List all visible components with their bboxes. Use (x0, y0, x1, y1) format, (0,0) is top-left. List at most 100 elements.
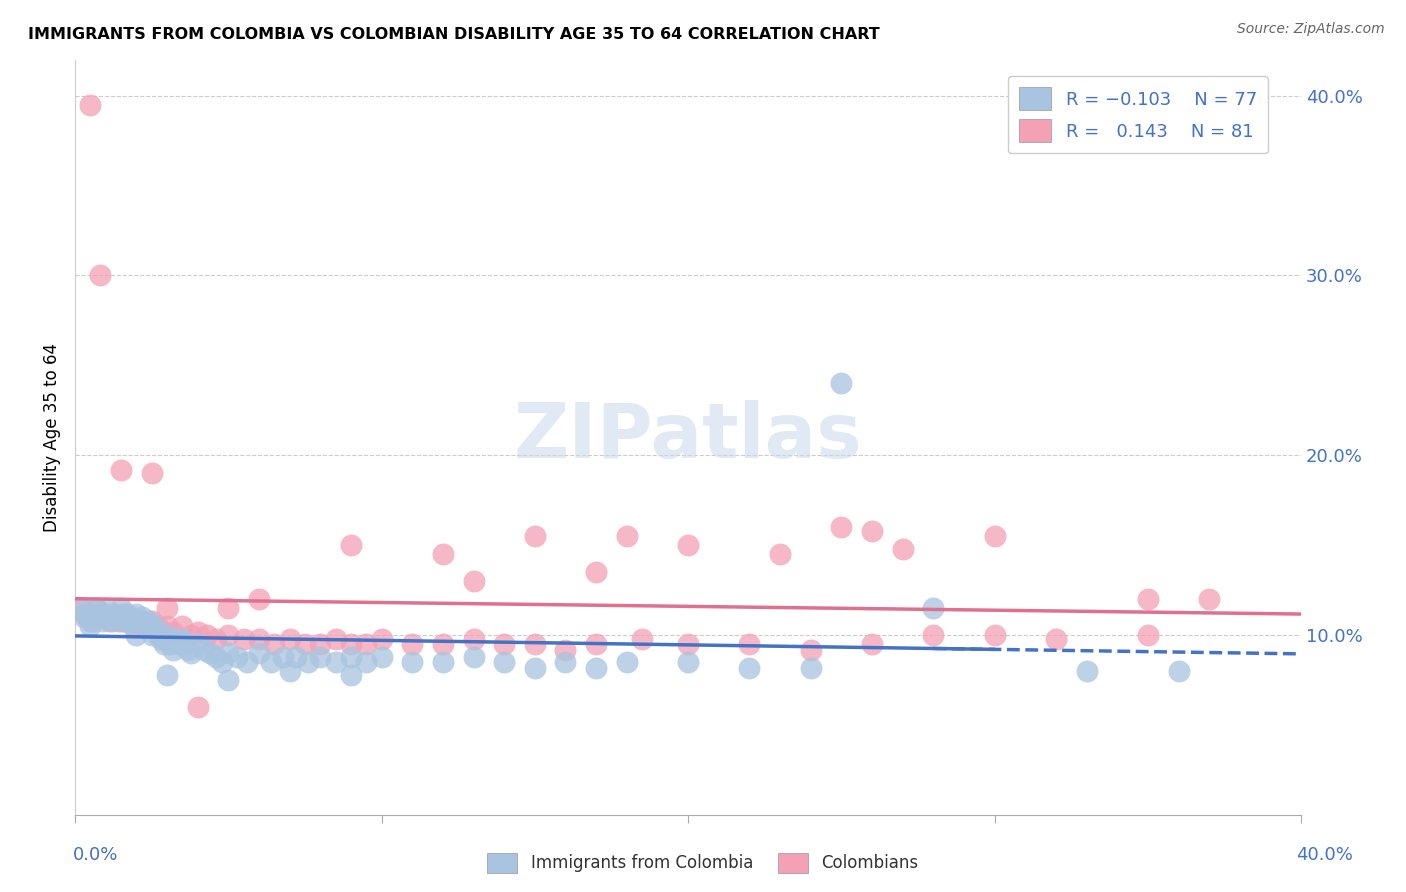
Point (860, 524, 883, 538)
Text: ZIPatlas: ZIPatlas (513, 401, 862, 475)
Point (401, 655, 423, 669)
Point (247, 592, 270, 607)
Point (110, 601, 132, 615)
Point (205, 632, 228, 646)
Point (340, 538, 363, 552)
Point (153, 637, 176, 651)
Point (101, 614, 124, 628)
Point (79, 619, 101, 633)
Point (676, 655, 699, 669)
Point (1198, 592, 1220, 607)
Text: 0.0%: 0.0% (73, 846, 118, 863)
Point (91, 614, 114, 628)
Point (198, 646, 221, 660)
Point (494, 637, 516, 651)
Point (616, 655, 638, 669)
Point (125, 607, 148, 621)
Point (523, 660, 546, 674)
Point (354, 637, 377, 651)
Point (76, 607, 98, 621)
Point (122, 614, 145, 628)
Point (79, 614, 101, 628)
Point (82, 614, 104, 628)
Point (340, 668, 363, 682)
Point (131, 614, 153, 628)
Point (217, 601, 239, 615)
Point (180, 646, 202, 660)
Point (156, 628, 179, 642)
Point (983, 628, 1005, 642)
Point (79, 607, 101, 621)
Point (860, 637, 883, 651)
Point (104, 607, 127, 621)
Point (217, 628, 239, 642)
Point (73, 610, 96, 624)
Point (273, 649, 295, 664)
Point (205, 649, 228, 664)
Point (134, 619, 156, 633)
Point (187, 637, 209, 651)
Point (1045, 632, 1067, 646)
Text: IMMIGRANTS FROM COLOMBIA VS COLOMBIAN DISABILITY AGE 35 TO 64 CORRELATION CHART: IMMIGRANTS FROM COLOMBIA VS COLOMBIAN DI… (28, 27, 880, 42)
Point (247, 646, 270, 660)
Point (89, 607, 111, 621)
Point (294, 637, 316, 651)
Point (278, 632, 301, 646)
Legend: Immigrants from Colombia, Colombians: Immigrants from Colombia, Colombians (481, 847, 925, 880)
Point (463, 632, 485, 646)
Point (226, 649, 249, 664)
Point (110, 463, 132, 477)
Point (101, 610, 124, 624)
Point (325, 632, 347, 646)
Point (585, 660, 607, 674)
Point (432, 655, 454, 669)
Point (217, 673, 239, 688)
Point (120, 614, 142, 628)
Point (70, 601, 93, 615)
Point (891, 541, 914, 556)
Point (738, 660, 761, 674)
Legend: R = −0.103    N = 77, R =   0.143    N = 81: R = −0.103 N = 77, R = 0.143 N = 81 (1008, 76, 1268, 153)
Point (149, 632, 172, 646)
Point (94, 610, 117, 624)
Point (146, 628, 169, 642)
Point (193, 642, 215, 657)
Point (432, 547, 454, 561)
Point (800, 660, 823, 674)
Point (187, 624, 209, 639)
Point (146, 619, 169, 633)
Point (676, 538, 699, 552)
Point (91, 610, 114, 624)
Point (73, 607, 96, 621)
Point (159, 637, 181, 651)
Point (82, 607, 104, 621)
Point (76, 610, 98, 624)
Point (122, 619, 145, 633)
Point (143, 619, 166, 633)
Point (195, 628, 218, 642)
Point (769, 547, 792, 561)
Point (1136, 628, 1159, 642)
Point (120, 610, 142, 624)
Point (247, 632, 270, 646)
Text: 40.0%: 40.0% (1296, 846, 1353, 863)
Point (115, 607, 138, 621)
Point (97, 614, 120, 628)
Point (523, 529, 546, 543)
Point (128, 619, 150, 633)
Point (177, 642, 200, 657)
Point (174, 637, 197, 651)
Point (616, 529, 638, 543)
Point (676, 637, 699, 651)
Point (125, 628, 148, 642)
Point (107, 610, 129, 624)
Point (309, 637, 332, 651)
Point (156, 668, 179, 682)
Point (131, 610, 153, 624)
Point (523, 637, 546, 651)
Point (167, 637, 190, 651)
Point (494, 655, 516, 669)
Point (1076, 665, 1098, 679)
Point (86, 601, 108, 615)
Point (89, 610, 111, 624)
